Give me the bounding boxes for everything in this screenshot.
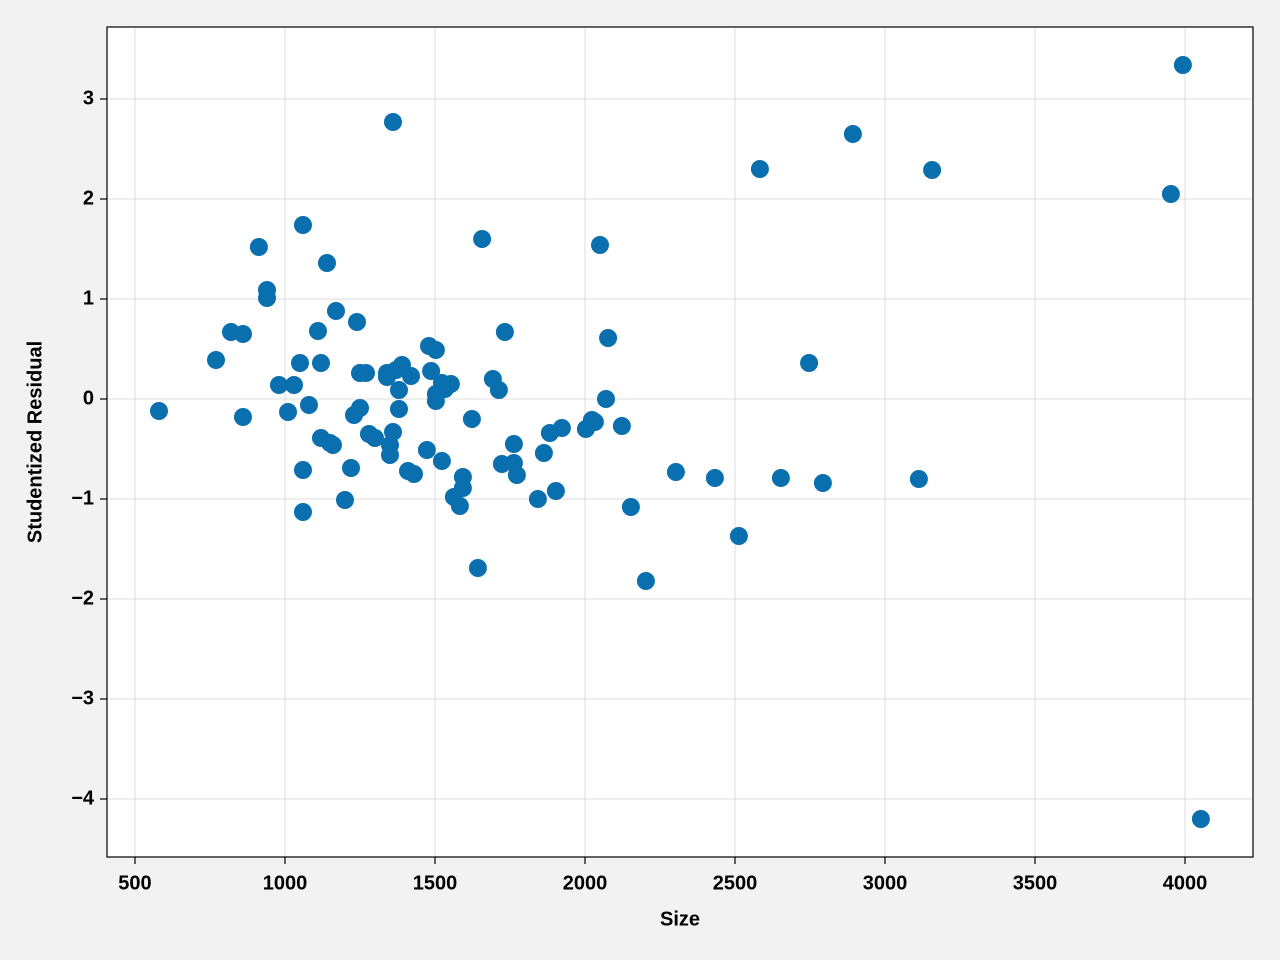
- point: [504, 435, 523, 453]
- point: [771, 469, 790, 487]
- point: [621, 498, 640, 516]
- x-tick-label: 500: [118, 872, 151, 894]
- point: [1173, 56, 1192, 74]
- point: [473, 230, 492, 248]
- point: [293, 461, 312, 479]
- point: [729, 527, 748, 545]
- point: [350, 399, 369, 417]
- point: [299, 396, 318, 414]
- point: [528, 490, 547, 508]
- point: [356, 364, 375, 382]
- point: [1191, 810, 1210, 828]
- point: [705, 469, 724, 487]
- y-tick-label: −4: [71, 787, 95, 809]
- point: [507, 466, 526, 484]
- point: [489, 381, 508, 399]
- y-tick-label: −3: [71, 687, 94, 709]
- point: [284, 376, 303, 394]
- point: [552, 419, 571, 437]
- point: [269, 376, 288, 394]
- y-tick-label: 2: [83, 187, 94, 209]
- point: [495, 323, 514, 341]
- point: [909, 470, 928, 488]
- point: [206, 351, 225, 369]
- point: [843, 125, 862, 143]
- plot-frame: [106, 26, 1254, 858]
- point: [585, 413, 604, 431]
- point: [666, 463, 685, 481]
- point: [468, 559, 487, 577]
- x-tick-label: 3000: [863, 872, 908, 894]
- point: [278, 403, 297, 421]
- point: [636, 572, 655, 590]
- point: [596, 390, 615, 408]
- point: [389, 381, 408, 399]
- point: [335, 491, 354, 509]
- x-axis-label: Size: [660, 908, 700, 930]
- point: [432, 452, 451, 470]
- point: [341, 459, 360, 477]
- y-tick-label: 3: [83, 87, 94, 109]
- point: [293, 216, 312, 234]
- point: [293, 503, 312, 521]
- point: [233, 408, 252, 426]
- y-tick-label: 0: [83, 387, 94, 409]
- point: [308, 322, 327, 340]
- x-tick-label: 4000: [1163, 872, 1208, 894]
- point: [453, 479, 472, 497]
- point: [450, 497, 469, 515]
- point: [249, 238, 268, 256]
- point: [590, 236, 609, 254]
- point: [311, 354, 330, 372]
- point: [462, 410, 481, 428]
- x-tick-label: 3500: [1013, 872, 1058, 894]
- y-tick-label: 1: [83, 287, 94, 309]
- point: [426, 341, 445, 359]
- point: [612, 417, 631, 435]
- y-tick-label: −2: [71, 587, 94, 609]
- point: [290, 354, 309, 372]
- point: [347, 313, 366, 331]
- x-tick-label: 1000: [263, 872, 308, 894]
- point: [404, 465, 423, 483]
- point: [401, 367, 420, 385]
- plot-area: [107, 27, 1253, 857]
- point: [326, 302, 345, 320]
- point: [750, 160, 769, 178]
- point: [149, 402, 168, 420]
- point: [422, 362, 441, 380]
- point: [257, 289, 276, 307]
- point: [813, 474, 832, 492]
- point: [599, 329, 618, 347]
- y-tick-label: −1: [71, 487, 94, 509]
- x-tick-label: 1500: [413, 872, 458, 894]
- point: [389, 400, 408, 418]
- point: [800, 354, 819, 372]
- point: [383, 113, 402, 131]
- y-axis-label: Studentized Residual: [24, 341, 46, 543]
- point: [546, 482, 565, 500]
- point: [317, 254, 336, 272]
- point: [534, 444, 553, 462]
- point: [233, 325, 252, 343]
- x-tick-label: 2500: [713, 872, 758, 894]
- point: [923, 161, 942, 179]
- point: [441, 375, 460, 393]
- point: [365, 429, 384, 447]
- point: [323, 436, 342, 454]
- x-tick-label: 2000: [563, 872, 608, 894]
- point: [417, 441, 436, 459]
- point: [383, 423, 402, 441]
- point: [380, 446, 399, 464]
- point: [1161, 185, 1180, 203]
